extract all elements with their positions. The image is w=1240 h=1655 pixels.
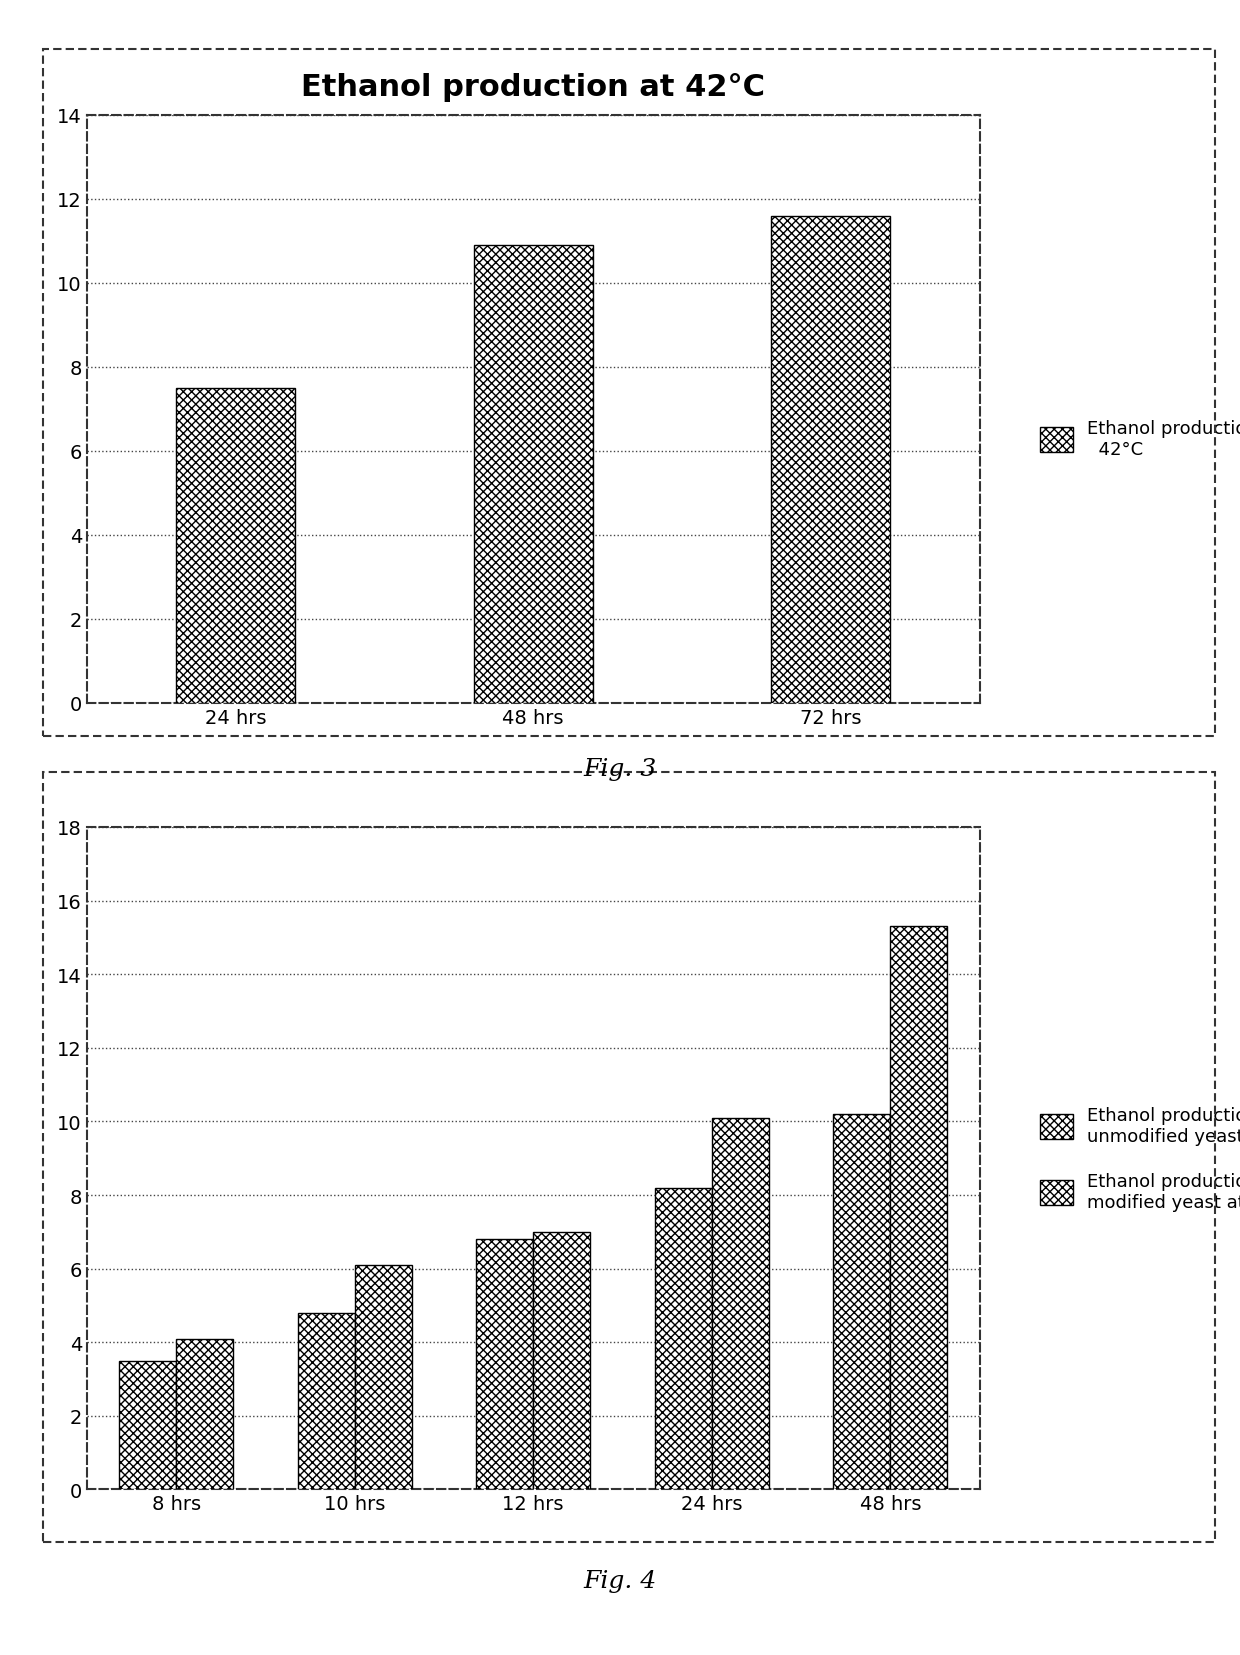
Text: Fig. 4: Fig. 4 bbox=[583, 1569, 657, 1592]
Bar bbox=[771, 217, 890, 703]
Bar bbox=[119, 1360, 176, 1490]
Bar bbox=[474, 247, 593, 703]
Legend: Ethanol production at
  42°C: Ethanol production at 42°C bbox=[1033, 412, 1240, 465]
Bar bbox=[712, 1119, 769, 1490]
Legend: Ethanol production by
unmodified yeast at 30°C, Ethanol production by
modified y: Ethanol production by unmodified yeast a… bbox=[1033, 1099, 1240, 1218]
Bar bbox=[355, 1264, 412, 1490]
Bar bbox=[833, 1114, 890, 1490]
Bar bbox=[533, 1231, 590, 1490]
Bar bbox=[176, 389, 295, 703]
Text: Fig. 3: Fig. 3 bbox=[583, 758, 657, 781]
Bar bbox=[176, 1339, 233, 1490]
Bar bbox=[476, 1240, 533, 1490]
Bar bbox=[890, 927, 947, 1490]
Bar bbox=[298, 1312, 355, 1490]
Title: Ethanol production at 42°C: Ethanol production at 42°C bbox=[301, 73, 765, 103]
Bar bbox=[655, 1188, 712, 1490]
